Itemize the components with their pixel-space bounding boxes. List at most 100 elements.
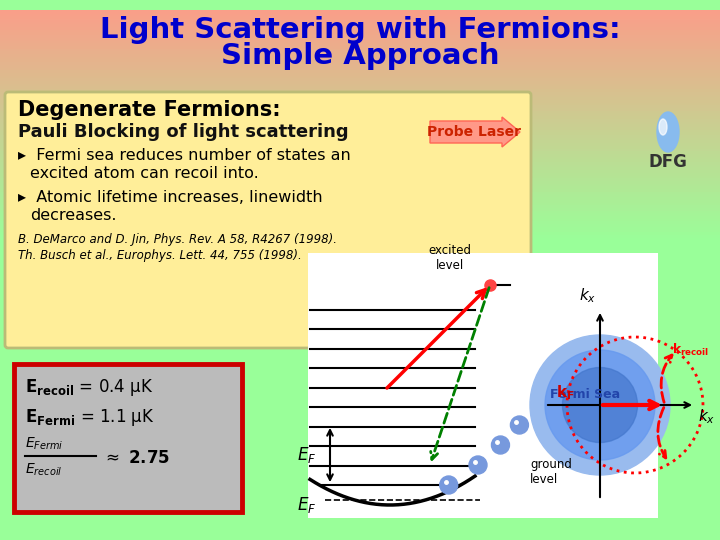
Bar (0, 486, 720, 489)
Circle shape (492, 436, 510, 454)
Bar (0, 238, 720, 240)
Bar (0, 202, 720, 205)
Bar (0, 437, 720, 440)
Bar (0, 205, 720, 208)
Bar (0, 243, 720, 246)
Bar (0, 224, 720, 227)
Bar (0, 424, 720, 427)
Bar (0, 0, 720, 3)
Bar (0, 159, 720, 162)
Bar (0, 443, 720, 445)
Bar (0, 316, 720, 319)
Text: $E_F$: $E_F$ (297, 495, 316, 515)
Bar (0, 49, 720, 51)
Bar (0, 356, 720, 359)
Bar (0, 103, 720, 105)
Bar (0, 127, 720, 130)
Bar (0, 184, 720, 186)
FancyBboxPatch shape (5, 92, 531, 348)
Text: $E_{Fermi}$: $E_{Fermi}$ (25, 436, 63, 452)
Bar (0, 275, 720, 278)
Bar (0, 510, 720, 513)
Bar (0, 51, 720, 54)
Bar (0, 265, 720, 267)
Bar (0, 211, 720, 213)
Bar (0, 8, 720, 11)
Bar (0, 70, 720, 73)
Text: Fermi Sea: Fermi Sea (550, 388, 620, 402)
Bar (0, 370, 720, 373)
Bar (0, 472, 720, 475)
Bar (0, 284, 720, 286)
Bar (0, 446, 720, 448)
Bar (0, 68, 720, 70)
Bar (0, 111, 720, 113)
Text: $\mathbf{k_F}$: $\mathbf{k_F}$ (556, 383, 575, 402)
Bar (0, 346, 720, 348)
Bar (0, 535, 720, 537)
Bar (0, 378, 720, 381)
Bar (0, 35, 720, 38)
Bar (0, 138, 720, 140)
Bar (0, 11, 720, 14)
Bar (0, 221, 720, 224)
Bar (0, 435, 720, 437)
Bar (0, 162, 720, 165)
Bar (0, 292, 720, 294)
Bar (0, 19, 720, 22)
Bar (0, 116, 720, 119)
Bar (0, 119, 720, 122)
Bar (0, 459, 720, 462)
Bar (0, 130, 720, 132)
Bar (0, 124, 720, 127)
Bar (0, 297, 720, 300)
Bar (0, 516, 720, 518)
Bar (0, 475, 720, 478)
Ellipse shape (545, 350, 655, 460)
Bar (0, 364, 720, 367)
Bar (0, 240, 720, 243)
Bar (0, 262, 720, 265)
Bar (0, 332, 720, 335)
Bar (0, 176, 720, 178)
Bar (0, 43, 720, 46)
Bar (0, 321, 720, 324)
Bar (0, 386, 720, 389)
Bar (0, 481, 720, 483)
Bar (0, 405, 720, 408)
Text: ground
level: ground level (530, 458, 572, 486)
Bar (0, 294, 720, 297)
Bar (0, 256, 720, 259)
Bar (0, 154, 720, 157)
Bar (0, 219, 720, 221)
Bar (0, 78, 720, 81)
Bar (0, 313, 720, 316)
Bar (0, 259, 720, 262)
Bar (0, 302, 720, 305)
Bar (0, 173, 720, 176)
Bar (0, 410, 720, 413)
Text: $\mathbf{k_{recoil}}$: $\mathbf{k_{recoil}}$ (672, 342, 709, 358)
Bar (0, 462, 720, 464)
Bar (0, 432, 720, 435)
Bar (0, 232, 720, 235)
Bar (0, 30, 720, 32)
Bar (0, 46, 720, 49)
Bar (0, 351, 720, 354)
Text: $\mathbf{E_{recoil}}$ = 0.4 μK: $\mathbf{E_{recoil}}$ = 0.4 μK (25, 377, 153, 399)
Bar (0, 92, 720, 94)
Bar (0, 197, 720, 200)
Bar (0, 16, 720, 19)
Bar (0, 208, 720, 211)
Bar (0, 500, 720, 502)
Bar (0, 59, 720, 62)
Bar (0, 143, 720, 146)
Bar (0, 343, 720, 346)
Bar (0, 40, 720, 43)
Bar (0, 440, 720, 443)
Bar (0, 38, 720, 40)
Bar (0, 451, 720, 454)
Bar (0, 373, 720, 375)
Bar (0, 310, 720, 313)
Bar (0, 0, 720, 10)
